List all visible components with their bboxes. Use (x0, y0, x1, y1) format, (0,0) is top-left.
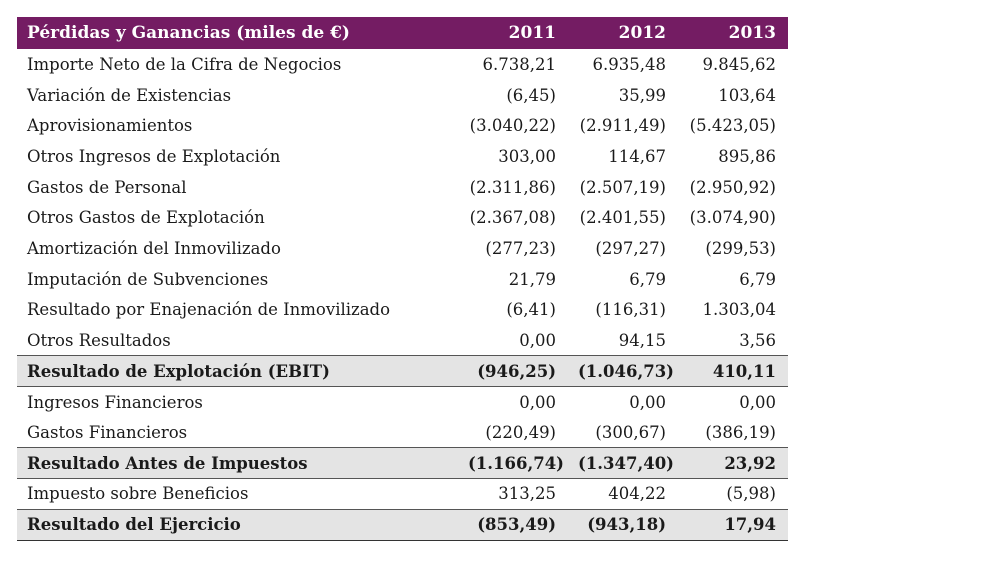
cell-2012: (2.507,19) (579, 177, 666, 197)
table-row: Ingresos Financieros 0,00 0,00 0,00 (17, 387, 788, 418)
cell-2013: 3,56 (739, 330, 776, 350)
row-label: Resultado Antes de Impuestos (17, 447, 458, 480)
table-row: Gastos Financieros (220,49) (300,67) (386,1… (17, 417, 788, 448)
row-label: Otros Ingresos de Explotación (27, 146, 281, 166)
cell-2012: 0,00 (629, 392, 666, 412)
cell-2013: 23,92 (678, 447, 788, 480)
cell-2013: (2.950,92) (689, 177, 776, 197)
cell-2012: 6,79 (629, 269, 666, 289)
table-row: Amortización del Inmovilizado (277,23) (29… (17, 233, 788, 264)
cell-2011: (2.367,08) (469, 208, 556, 228)
table-row-total: Resultado Antes de Impuestos (1.166,74) (1… (17, 447, 788, 480)
cell-2011: 0,00 (519, 392, 556, 412)
row-label: Gastos de Personal (27, 177, 187, 197)
cell-2013: (299,53) (705, 238, 776, 258)
cell-2012: (1.046,73) (568, 355, 678, 388)
cell-2013: 6,79 (739, 269, 776, 289)
cell-2013: 895,86 (718, 146, 776, 166)
cell-2011: (277,23) (485, 238, 556, 258)
cell-2011: (3.040,22) (469, 116, 556, 136)
table-body: Importe Neto de la Cifra de Negocios 6.73… (17, 49, 788, 541)
cell-2011: (1.166,74) (458, 447, 568, 480)
cell-2011: 6.738,21 (482, 54, 556, 74)
table-row-total: Resultado del Ejercicio (853,49) (943,18) 1… (17, 508, 788, 541)
row-label: Otros Gastos de Explotación (27, 208, 265, 228)
table-row: Gastos de Personal (2.311,86) (2.507,19) (2… (17, 172, 788, 203)
cell-2011: (853,49) (458, 508, 568, 541)
cell-2013: 9.845,62 (702, 54, 776, 74)
cell-2012: (2.401,55) (579, 208, 666, 228)
header-title: Pérdidas y Ganancias (miles de €) (27, 23, 350, 43)
row-label: Impuesto sobre Beneficios (27, 484, 249, 504)
table-row-total: Resultado de Explotación (EBIT) (946,25)(… (17, 355, 788, 388)
row-label: Importe Neto de la Cifra de Negocios (27, 54, 342, 74)
table-row: Otros Resultados 0,00 94,15 3,56 (17, 325, 788, 356)
cell-2012: (300,67) (595, 422, 666, 442)
header-year-2013: 2013 (728, 23, 776, 43)
row-label: Otros Resultados (27, 330, 171, 350)
table-row: Aprovisionamientos (3.040,22) (2.911,49) (5… (17, 110, 788, 141)
cell-2012: 404,22 (608, 484, 666, 504)
table-header: Pérdidas y Ganancias (miles de €) 2011 2… (17, 17, 788, 49)
cell-2013: 17,94 (678, 508, 788, 541)
row-label: Variación de Existencias (27, 85, 232, 105)
cell-2013: 0,00 (739, 392, 776, 412)
table-row: Otros Ingresos de Explotación 303,00 114,6… (17, 141, 788, 172)
cell-2012: (116,31) (595, 300, 666, 320)
cell-2012: (943,18) (568, 508, 678, 541)
cell-2011: (6,45) (506, 85, 556, 105)
table-row: Otros Gastos de Explotación (2.367,08) (2.… (17, 202, 788, 233)
cell-2011: (220,49) (485, 422, 556, 442)
cell-2012: 35,99 (618, 85, 666, 105)
cell-2012: 6.935,48 (592, 54, 666, 74)
cell-2013: (5.423,05) (689, 116, 776, 136)
table-row: Importe Neto de la Cifra de Negocios 6.73… (17, 49, 788, 80)
table-row: Imputación de Subvenciones 21,79 6,79 6,79 (17, 264, 788, 295)
cell-2011: 21,79 (508, 269, 556, 289)
profit-and-loss-table: Pérdidas y Ganancias (miles de €) 2011 2… (17, 17, 788, 541)
cell-2012: 94,15 (618, 330, 666, 350)
cell-2011: (6,41) (506, 300, 556, 320)
row-label: Amortización del Inmovilizado (27, 238, 281, 258)
cell-2013: (386,19) (705, 422, 776, 442)
cell-2013: 410,11 (678, 355, 788, 388)
table-row: Impuesto sobre Beneficios 313,25 404,22 (5,… (17, 479, 788, 510)
cell-2013: (5,98) (726, 484, 776, 504)
header-year-2011: 2011 (508, 23, 556, 43)
cell-2011: 0,00 (519, 330, 556, 350)
cell-2011: 313,25 (498, 484, 556, 504)
row-label: Resultado por Enajenación de Inmovilizad… (27, 300, 391, 320)
cell-2012: 114,67 (608, 146, 666, 166)
header-row: Pérdidas y Ganancias (miles de €) 2011 2… (17, 17, 788, 49)
row-label: Ingresos Financieros (27, 392, 203, 412)
cell-2011: 303,00 (498, 146, 556, 166)
row-label: Aprovisionamientos (27, 116, 193, 136)
row-label: Resultado del Ejercicio (17, 508, 458, 541)
cell-2012: (1.347,40) (568, 447, 678, 480)
cell-2013: 1.303,04 (702, 300, 776, 320)
cell-2012: (297,27) (595, 238, 666, 258)
cell-2013: 103,64 (718, 85, 776, 105)
cell-2013: (3.074,90) (689, 208, 776, 228)
cell-2011: (2.311,86) (469, 177, 556, 197)
table-row: Resultado por Enajenación de Inmovilizad… (17, 295, 788, 326)
cell-2011: (946,25) (458, 355, 568, 388)
row-label: Imputación de Subvenciones (27, 269, 269, 289)
row-label: Resultado de Explotación (EBIT) (17, 355, 458, 388)
header-year-2012: 2012 (618, 23, 666, 43)
row-label: Gastos Financieros (27, 422, 188, 442)
table-row: Variación de Existencias (6,45) 35,99 103,6… (17, 80, 788, 111)
cell-2012: (2.911,49) (579, 116, 666, 136)
